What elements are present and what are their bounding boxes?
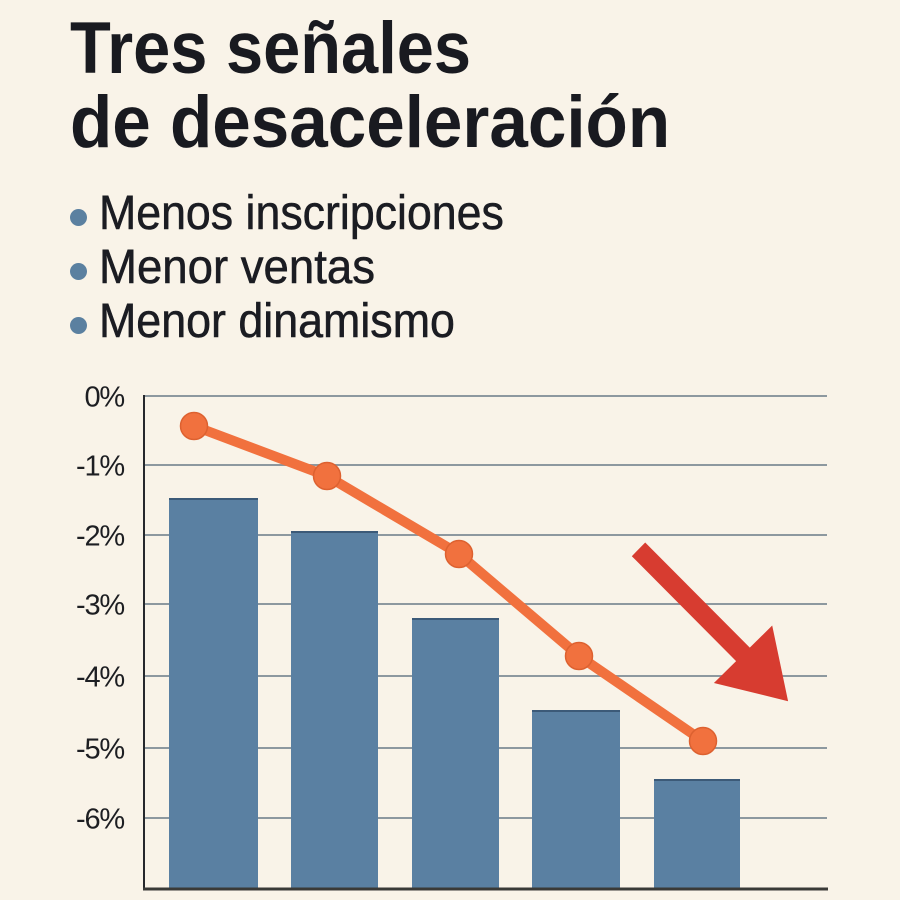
svg-text:-5%: -5% <box>76 734 124 766</box>
svg-text:-6%: -6% <box>76 804 124 836</box>
svg-text:-3%: -3% <box>76 590 124 622</box>
svg-text:-1%: -1% <box>76 451 124 483</box>
svg-text:0%: 0% <box>84 382 124 414</box>
svg-text:-4%: -4% <box>76 662 124 694</box>
svg-text:-2%: -2% <box>76 521 124 553</box>
